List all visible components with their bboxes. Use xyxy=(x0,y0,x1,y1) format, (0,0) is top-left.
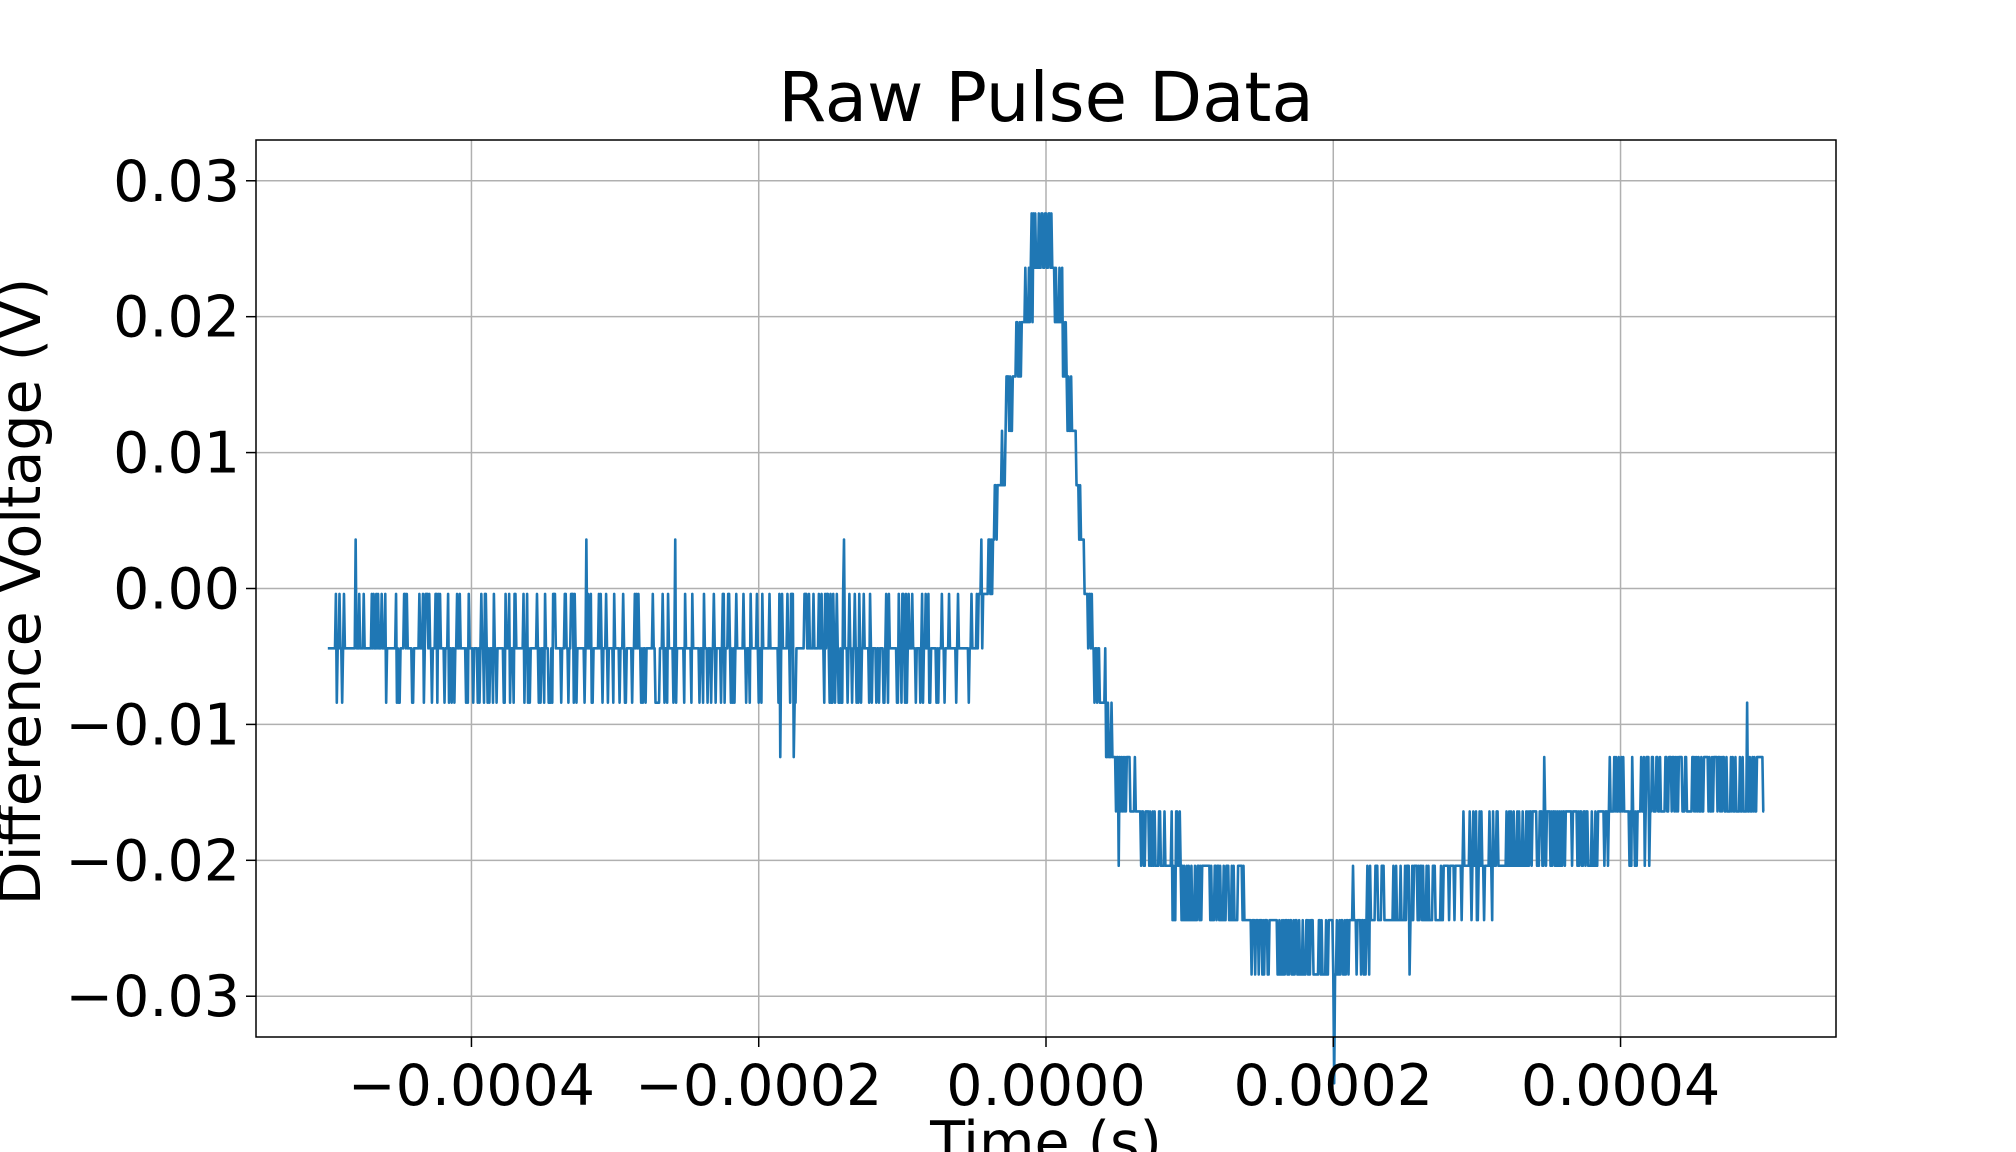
series-line-0 xyxy=(327,212,1765,1085)
y-tick-label: 0.01 xyxy=(113,421,240,487)
y-tick-label: 0.00 xyxy=(113,557,240,623)
y-tick-label: −0.03 xyxy=(65,964,240,1030)
chart-title: Raw Pulse Data xyxy=(778,58,1313,138)
x-tick-label: 0.0002 xyxy=(1234,1053,1433,1119)
x-axis: −0.0004 −0.0002 0.0000 0.0002 0.0004 xyxy=(348,1037,1720,1119)
x-axis-label: Time (s) xyxy=(929,1110,1162,1152)
y-tick-label: 0.03 xyxy=(113,149,240,215)
x-tick-label: −0.0004 xyxy=(348,1053,595,1119)
y-tick-label: −0.02 xyxy=(65,828,240,894)
x-tick-label: 0.0004 xyxy=(1521,1053,1720,1119)
plot-area xyxy=(327,212,1765,1085)
y-tick-label: 0.02 xyxy=(113,285,240,351)
y-axis: 0.03 0.02 0.01 0.00 −0.01 −0.02 −0.03 xyxy=(65,149,256,1030)
grid xyxy=(256,140,1836,1037)
y-axis-label: Difference Voltage (V) xyxy=(0,278,54,905)
y-tick-label: −0.01 xyxy=(65,692,240,758)
x-tick-label: 0.0000 xyxy=(946,1053,1145,1119)
x-tick-label: −0.0002 xyxy=(635,1053,882,1119)
